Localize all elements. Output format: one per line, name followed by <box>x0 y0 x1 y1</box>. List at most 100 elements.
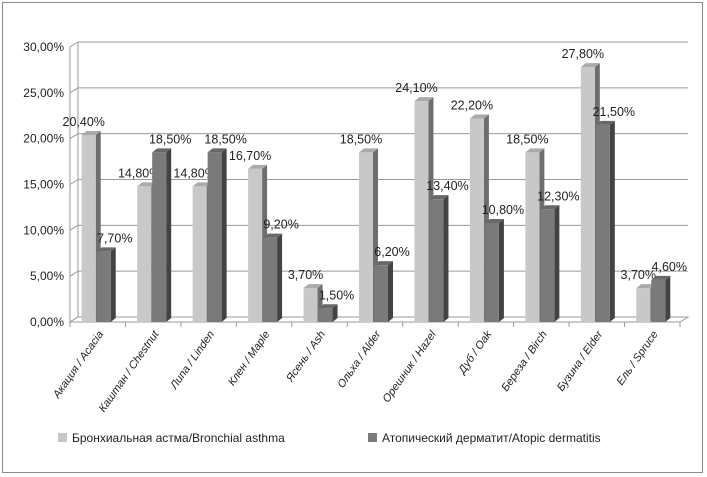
bar-front <box>318 308 333 322</box>
y-tick-label: 20,00% <box>23 132 64 146</box>
grid-depth-line <box>69 41 79 48</box>
grid-depth-line <box>69 179 79 185</box>
legend-label: Атопический дерматит/Atopic dermatitis <box>382 431 601 445</box>
data-label: 4,60% <box>652 260 687 274</box>
bar-top <box>303 284 323 289</box>
bar-top <box>318 304 338 309</box>
data-label: 21,50% <box>593 105 635 119</box>
bar-front <box>429 199 444 322</box>
bar <box>374 261 393 322</box>
bar-top <box>207 148 227 153</box>
y-tick-label: 5,00% <box>30 269 64 283</box>
data-label: 18,50% <box>204 132 246 146</box>
bar-side <box>554 205 560 322</box>
data-label: 14,80% <box>173 166 215 180</box>
category-label: Ясень / Ash <box>284 329 328 385</box>
bar-top <box>152 148 172 153</box>
data-label: 3,70% <box>621 268 656 282</box>
bar-front <box>192 186 207 322</box>
bar <box>595 120 615 323</box>
y-tick-label: 15,00% <box>23 178 64 192</box>
grid-depth-line <box>69 270 79 277</box>
y-tick-label: 25,00% <box>23 86 64 100</box>
bar-top <box>96 247 116 252</box>
data-label: 27,80% <box>562 47 604 61</box>
data-label: 16,70% <box>229 149 271 163</box>
bar-top <box>429 195 449 200</box>
data-label: 10,80% <box>482 203 524 217</box>
bar-front <box>540 209 555 322</box>
data-label: 22,20% <box>451 99 493 113</box>
bar-top <box>651 275 671 280</box>
bar-front <box>414 101 429 322</box>
category-label: Дуб / Oak <box>455 328 494 377</box>
category-label: Береза / Birch <box>499 329 549 394</box>
category-label: Липа / Linden <box>168 329 217 392</box>
data-label: 1,50% <box>319 288 354 302</box>
legend-swatch <box>58 433 67 442</box>
bar-front <box>263 237 278 322</box>
data-label: 18,50% <box>506 132 548 146</box>
bar-front <box>152 152 167 322</box>
bar-front <box>359 152 373 322</box>
bar-top <box>192 182 212 187</box>
bar-side <box>277 233 283 322</box>
bar-side <box>443 195 449 322</box>
data-label: 24,10% <box>395 81 437 95</box>
bar-front <box>207 152 222 322</box>
bar-top <box>580 63 600 68</box>
bar <box>152 148 172 322</box>
y-tick-label: 10,00% <box>23 223 64 237</box>
bar-side <box>665 275 671 322</box>
bar-front <box>137 186 152 322</box>
bar-side <box>498 219 504 322</box>
bar-front <box>636 288 651 322</box>
category-label: Каштан / Chestnut <box>97 328 163 414</box>
bar-side <box>221 148 227 322</box>
bar-front <box>484 223 499 322</box>
bar-top <box>81 131 101 135</box>
data-label: 18,50% <box>340 132 382 146</box>
bar <box>540 205 560 322</box>
category-label: Орешник / Hazel <box>381 328 440 405</box>
bar-top <box>636 284 656 289</box>
bar-top <box>484 219 504 223</box>
bar-side <box>609 120 615 323</box>
bar-top <box>359 148 378 153</box>
bar-top <box>248 164 268 169</box>
data-label: 14,80% <box>118 166 160 180</box>
bar-top <box>540 205 560 210</box>
bar-top <box>414 97 434 102</box>
bar-top <box>595 120 615 125</box>
bar-top <box>137 182 157 187</box>
data-label: 20,40% <box>63 115 105 129</box>
data-label: 6,20% <box>374 245 409 259</box>
bar-side <box>332 304 338 322</box>
data-label: 9,20% <box>263 218 298 232</box>
data-label: 3,70% <box>288 268 323 282</box>
bar-front <box>651 279 666 322</box>
category-label: Акация / Acacia <box>50 329 106 402</box>
y-tick-label: 30,00% <box>23 40 64 54</box>
y-tick-label: 0,00% <box>30 315 64 329</box>
bar-front <box>81 135 96 322</box>
bar-front <box>595 124 610 323</box>
bar <box>207 148 227 322</box>
data-label: 18,50% <box>149 132 191 146</box>
bar-top <box>263 233 283 238</box>
grid-depth-line <box>69 133 79 140</box>
data-label: 12,30% <box>537 189 579 203</box>
bar-front <box>96 251 111 322</box>
bar-top <box>374 261 393 266</box>
bar-front <box>303 288 318 322</box>
data-label: 13,40% <box>426 179 468 193</box>
legend-swatch <box>368 433 377 442</box>
category-label: Клен / Maple <box>226 329 273 388</box>
bar-front <box>525 152 540 322</box>
grid-depth-line <box>69 224 79 231</box>
bar <box>484 219 504 322</box>
bar <box>651 275 671 322</box>
legend-label: Бронхиальная астма/Bronchial asthma <box>72 431 285 445</box>
bar <box>318 304 338 322</box>
